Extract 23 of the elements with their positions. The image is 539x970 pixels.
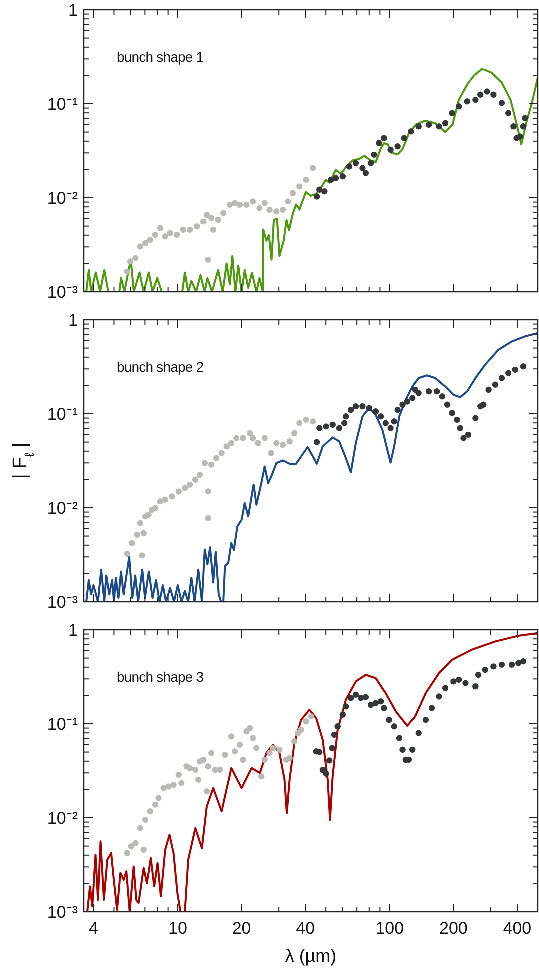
y-tick-label: 10⁻¹ <box>47 715 78 734</box>
annotation: bunch shape 2 <box>117 359 204 375</box>
x-axis-title: λ (µm) <box>285 946 337 966</box>
y-tick-label: 10⁻² <box>47 809 78 828</box>
y-tick-label: 10⁻² <box>47 189 78 208</box>
x-tick-label: 400 <box>503 919 532 938</box>
y-tick-label: 10⁻² <box>47 499 78 518</box>
x-tick-label: 100 <box>376 919 404 938</box>
y-tick-label: 1 <box>68 1 78 20</box>
y-tick-label: 1 <box>68 621 78 640</box>
x-tick-label: 10 <box>168 919 188 938</box>
y-tick-label: 10⁻¹ <box>47 405 78 424</box>
x-tick-label: 20 <box>232 919 252 938</box>
y-tick-label: 10⁻³ <box>47 283 78 302</box>
y-tick-label: 10⁻¹ <box>47 95 78 114</box>
y-tick-label: 10⁻³ <box>47 903 78 922</box>
annotation: bunch shape 1 <box>117 49 204 65</box>
x-tick-label: 40 <box>296 919 316 938</box>
x-tick-label: 4 <box>88 919 98 938</box>
y-tick-label: 10⁻³ <box>47 593 78 612</box>
x-tick-label: 200 <box>439 919 468 938</box>
annotation: bunch shape 3 <box>117 669 204 685</box>
y-tick-label: 1 <box>68 311 78 330</box>
